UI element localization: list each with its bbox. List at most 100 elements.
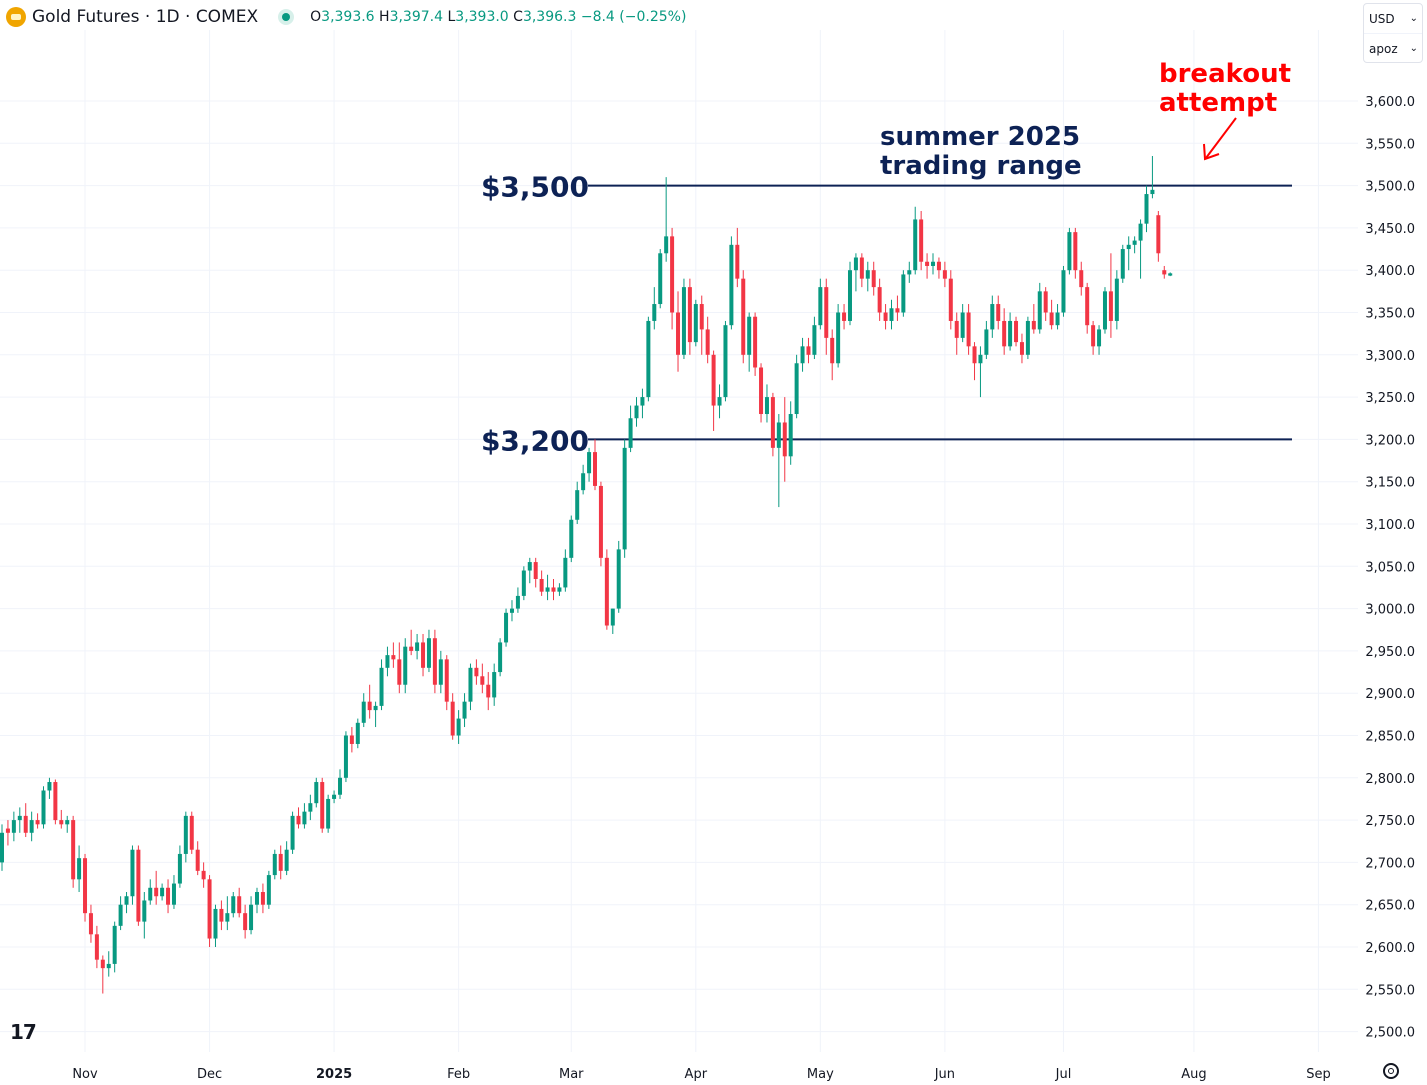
candle [996,295,1001,330]
time-axis: Nov Dec 2025 Feb Mar Apr May Jun Jul Aug Sep [72,1067,1330,1082]
candle-body [842,312,847,321]
chevron-down-icon: ⌄ [1409,43,1418,54]
candle-body [990,304,995,330]
candle-body [444,659,449,702]
candle [646,316,651,402]
candle [711,350,716,431]
candle [842,304,847,330]
candle-body [338,777,343,795]
candle [1008,312,1013,351]
candle [65,815,70,833]
candle-body [456,718,461,736]
currency-selector[interactable]: USD ⌄ apoz ⌄ [1363,3,1423,63]
x-tick-label: Apr [685,1067,708,1082]
candle [1126,236,1131,271]
x-tick-label: Mar [559,1067,584,1082]
candle-body [1126,244,1131,250]
candle [17,807,22,833]
x-tick-label: May [807,1067,834,1082]
candle-body [17,815,22,821]
candle-body [1102,291,1107,330]
candle [373,701,378,728]
candle-body [249,904,254,931]
candle-body [148,887,153,901]
range-annotation-text: trading range [880,151,1082,181]
candle-body [320,782,325,829]
candle-body [978,354,983,364]
candle-body [23,815,28,833]
y-tick-label: 2,800.0 [1365,772,1415,787]
candle [1025,316,1030,360]
candle [794,354,799,419]
candle [260,883,265,914]
candle-body [646,320,651,398]
candle [1097,325,1102,355]
candle-body [225,913,230,922]
settings-icon[interactable] [1383,1063,1399,1079]
candle [77,845,82,893]
candle-body [711,354,716,406]
candle [931,253,936,275]
candle [100,955,105,994]
candle [308,794,313,821]
candle-body [290,815,295,850]
candle-body [403,646,408,685]
candle-body [1120,249,1125,279]
candle-body [47,782,52,791]
candle-body [610,608,615,626]
candle-body [332,794,337,799]
candle-body [219,908,224,922]
candle-body [593,452,597,486]
candle-body [676,312,681,355]
market-status-icon[interactable] [278,9,295,25]
x-tick-label: Jul [1055,1067,1072,1082]
candle [735,227,740,288]
candle-body [1073,232,1078,271]
candle-body [1156,215,1161,254]
candle [587,447,592,482]
symbol-title[interactable]: Gold Futures · 1D · COMEX [32,7,259,27]
candle-body [984,329,989,355]
candle-body [35,820,40,825]
candle-body [213,908,218,939]
candle-body [1108,291,1113,321]
y-tick-label: 3,250.0 [1365,391,1415,406]
candle [776,414,781,508]
candle [1102,287,1107,334]
candle [243,904,248,939]
candle [509,600,514,622]
unit-dropdown[interactable]: apoz ⌄ [1364,33,1422,63]
candle-body [687,287,692,343]
candle [1055,304,1060,330]
candle [278,845,283,880]
candle [984,320,989,360]
candle [877,278,882,321]
candle [859,253,864,288]
candle-body [326,798,331,829]
candle [379,659,384,711]
candle-body [1014,320,1019,343]
candle-body [207,879,212,939]
candle [865,261,870,292]
tradingview-logo-icon[interactable]: 17 [10,1020,37,1044]
candle-body [343,735,348,778]
candle [1031,304,1036,334]
y-tick-label: 3,000.0 [1365,603,1415,618]
candle [527,557,532,584]
candle-body [308,803,313,812]
candle [990,295,995,338]
candle [824,278,829,355]
candle [836,304,841,368]
candle [936,257,941,279]
y-tick-label: 3,300.0 [1365,349,1415,364]
y-tick-label: 2,550.0 [1365,983,1415,998]
candle [166,879,171,914]
candle [533,557,538,588]
candle [972,342,977,381]
candle-body [634,405,639,419]
currency-dropdown[interactable]: USD ⌄ [1369,11,1418,26]
candle [207,875,212,947]
candle-body [373,705,378,711]
candle-body [919,219,924,262]
